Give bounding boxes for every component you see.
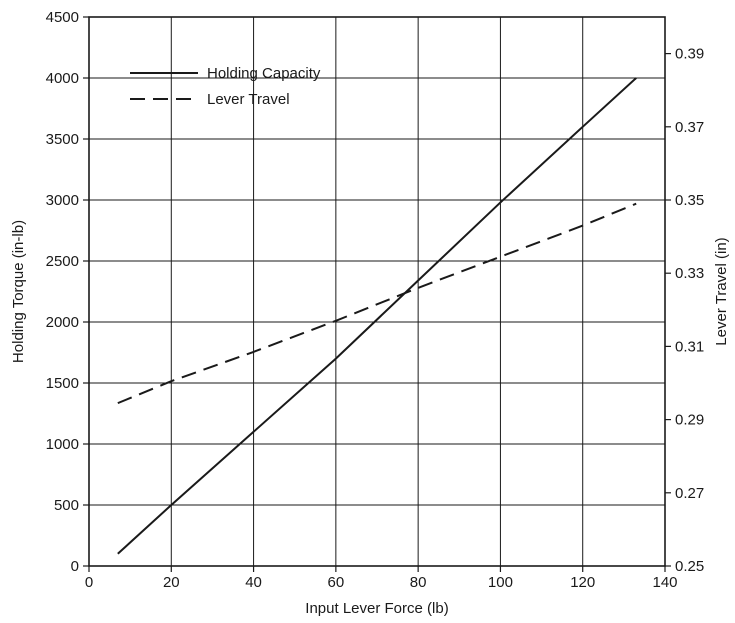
y-tick-label: 3000: [46, 192, 79, 209]
plot-frame: [88, 16, 666, 567]
x-tick-label: 140: [652, 574, 677, 591]
legend-label: Holding Capacity: [207, 65, 321, 82]
x-tick-label: 20: [163, 574, 180, 591]
x-tick-label: 100: [488, 574, 513, 591]
x-tick-label: 60: [328, 574, 345, 591]
y-tick-label: 500: [54, 497, 79, 514]
y-tick-label: 1000: [46, 436, 79, 453]
x-tick-label: 80: [410, 574, 427, 591]
y2-tick-label: 0.39: [675, 46, 704, 63]
series-group: [117, 77, 637, 555]
x-tick-label: 120: [570, 574, 595, 591]
y-tick-label: 0: [71, 558, 79, 575]
y-tick-label: 3500: [46, 131, 79, 148]
y-tick-label: 4500: [46, 9, 79, 26]
legend-label: Lever Travel: [207, 91, 290, 108]
y-tick-label: 2000: [46, 314, 79, 331]
y2-tick-label: 0.37: [675, 119, 704, 136]
y2-tick-label: 0.31: [675, 338, 704, 355]
y-tick-label: 4000: [46, 70, 79, 87]
axis-ticks: 0 20 40 60 80 100 120 140 0 500 1000 1500 2000 2500 30…: [46, 9, 705, 591]
x-tick-label: 0: [85, 574, 93, 591]
y2-tick-label: 0.29: [675, 412, 704, 429]
y2-tick-label: 0.27: [675, 485, 704, 502]
y2-tick-label: 0.25: [675, 558, 704, 575]
y-axis-title: Holding Torque (in-lb): [10, 220, 27, 363]
y2-axis-title: Lever Travel (in): [713, 237, 730, 345]
x-tick-label: 40: [245, 574, 262, 591]
x-axis-title: Input Lever Force (lb): [305, 600, 448, 617]
lever-travel-line: [117, 202, 637, 405]
y-tick-label: 2500: [46, 253, 79, 270]
legend: Holding Capacity Lever Travel: [130, 65, 321, 108]
y2-tick-label: 0.35: [675, 192, 704, 209]
y-tick-label: 1500: [46, 375, 79, 392]
y2-tick-label: 0.33: [675, 265, 704, 282]
holding-capacity-line: [117, 77, 637, 555]
